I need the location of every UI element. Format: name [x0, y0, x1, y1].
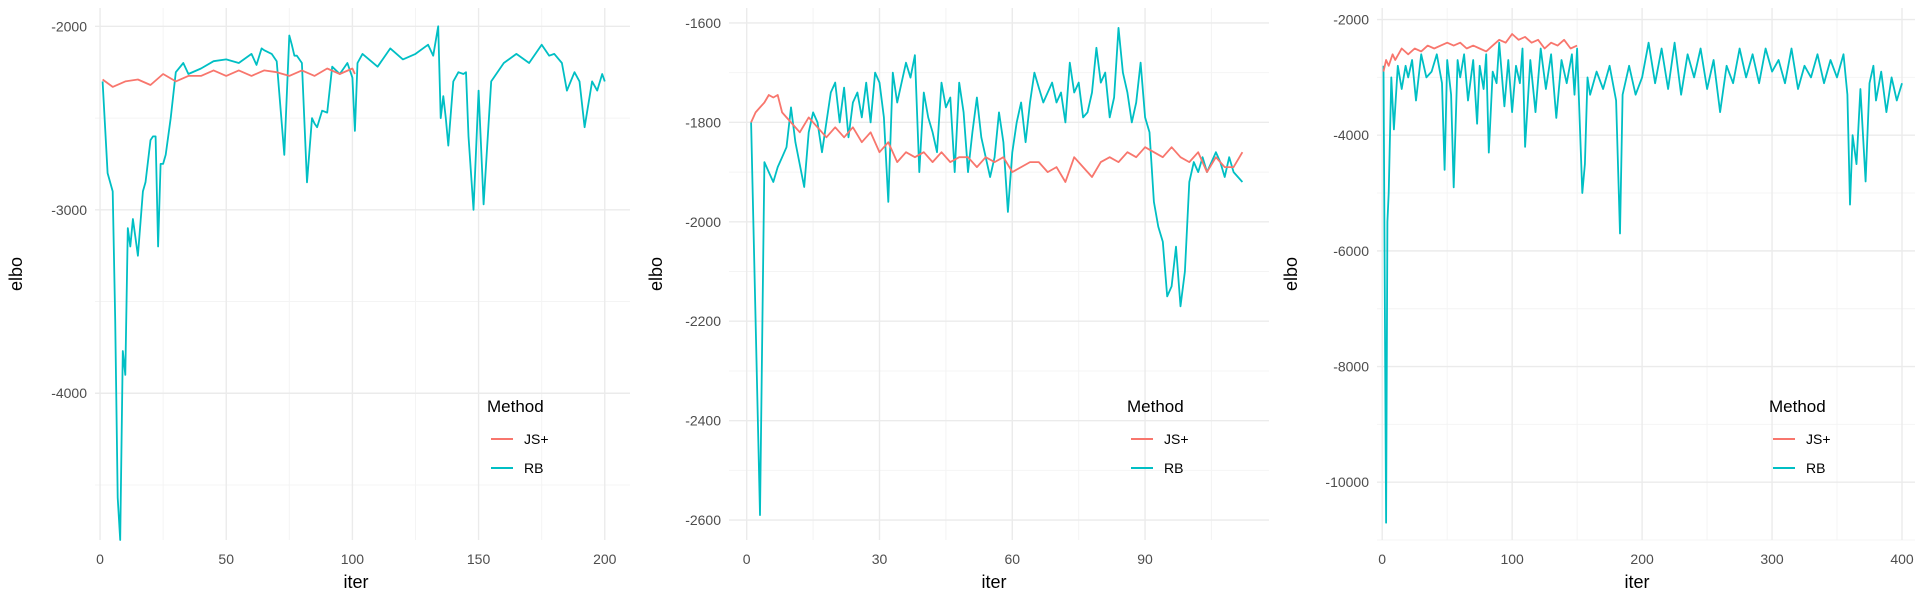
y-axis-label: elbo: [6, 257, 26, 291]
legend-title: Method: [1127, 397, 1184, 416]
legend-label: JS+: [1806, 431, 1831, 447]
y-tick-label: -1600: [685, 15, 721, 31]
legend: Method JS+ RB: [1769, 397, 1831, 476]
x-tick-label: 0: [96, 551, 104, 567]
legend: Method JS+ RB: [1127, 397, 1189, 476]
series-line-rb: [101, 25, 606, 541]
x-tick-label: 400: [1890, 551, 1914, 567]
y-tick-label: -2000: [1333, 12, 1369, 28]
y-tick-label: -4000: [1333, 127, 1369, 143]
series-line-rb: [1382, 41, 1903, 524]
y-tick-label: -2200: [685, 313, 721, 329]
legend-label: RB: [1164, 460, 1183, 476]
series-line-js: [102, 67, 356, 88]
x-tick-label: 60: [1004, 551, 1020, 567]
legend-label: JS+: [1164, 431, 1189, 447]
y-tick-label: -8000: [1333, 359, 1369, 375]
x-tick-label: 0: [743, 551, 751, 567]
legend-title: Method: [1769, 397, 1826, 416]
legend-label: RB: [1806, 460, 1825, 476]
y-tick-label: -2600: [685, 512, 721, 528]
x-tick-label: 150: [467, 551, 491, 567]
x-axis-label: iter: [1624, 572, 1649, 592]
y-tick-label: -10000: [1325, 474, 1369, 490]
legend-label: RB: [524, 460, 543, 476]
x-tick-label: 90: [1137, 551, 1153, 567]
x-tick-label: 100: [1500, 551, 1524, 567]
x-axis-label: iter: [343, 572, 368, 592]
y-tick-label: -6000: [1333, 243, 1369, 259]
y-axis-label: elbo: [1281, 257, 1301, 291]
x-tick-label: 300: [1760, 551, 1784, 567]
y-tick-label: -2000: [685, 214, 721, 230]
y-tick-label: -2000: [51, 18, 87, 34]
x-tick-label: 0: [1378, 551, 1386, 567]
x-tick-label: 200: [1630, 551, 1654, 567]
y-tick-label: -4000: [51, 385, 87, 401]
series-line-js: [1382, 33, 1578, 72]
x-axis-label: iter: [981, 572, 1006, 592]
y-axis-label: elbo: [646, 257, 666, 291]
legend-label: JS+: [524, 431, 549, 447]
x-tick-label: 50: [218, 551, 234, 567]
y-tick-label: -2400: [685, 413, 721, 429]
chart-panel-2: 0 30 60 90 -2600 -2400 -2200 -2000 -1800 -1600 ite…: [646, 8, 1269, 592]
y-tick-label: -1800: [685, 114, 721, 130]
x-tick-label: 30: [872, 551, 888, 567]
chart-panel-1: 0 50 100 150 200 -4000 -3000 -2000 iter elbo Metho…: [6, 8, 630, 592]
legend: Method JS+ RB: [487, 397, 549, 476]
series-line-js: [750, 94, 1244, 183]
series-line-rb: [750, 27, 1244, 516]
y-tick-label: -3000: [51, 202, 87, 218]
legend-title: Method: [487, 397, 544, 416]
x-tick-label: 200: [593, 551, 617, 567]
x-tick-label: 100: [341, 551, 365, 567]
chart-panel-3: 0 100 200 300 400 -10000 -8000 -6000 -4000 -2000 i…: [1281, 8, 1915, 592]
